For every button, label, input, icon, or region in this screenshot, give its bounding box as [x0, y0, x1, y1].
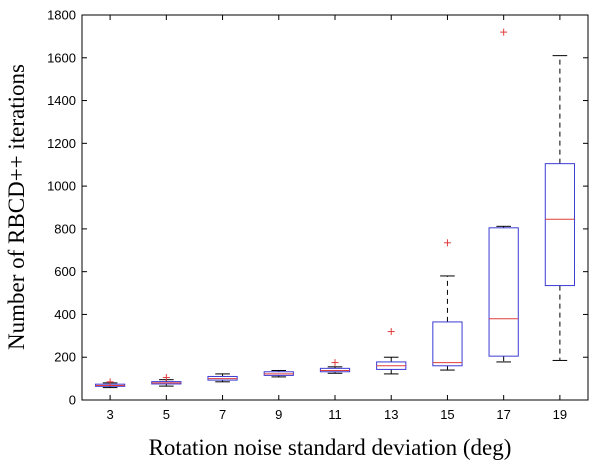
outlier-marker: [443, 239, 451, 247]
y-tick-label: 1000: [47, 179, 76, 194]
box-13: [376, 328, 407, 375]
box-3: [94, 378, 126, 389]
box-9: [263, 369, 294, 378]
y-tick-label: 200: [54, 350, 76, 365]
box-15: [432, 239, 463, 371]
y-axis-ticks: 0 200 400 600 800 1000 1200 1400 1600 1800: [47, 8, 588, 408]
x-axis-label: Rotation noise standard deviation (deg): [149, 435, 512, 460]
box-17: [488, 28, 519, 363]
x-tick-label: 11: [328, 407, 342, 422]
box-iqr: [432, 321, 463, 367]
y-tick-label: 1400: [47, 93, 76, 108]
x-tick-label: 15: [440, 407, 454, 422]
y-axis-label: Number of RBCD++ iterations: [4, 64, 29, 350]
y-tick-label: 1200: [47, 136, 76, 151]
y-tick-label: 1600: [47, 50, 76, 65]
box-series: [94, 28, 576, 389]
y-tick-label: 0: [69, 393, 76, 408]
x-tick-label: 13: [384, 407, 398, 422]
x-tick-label: 7: [219, 407, 226, 422]
x-axis-ticks: 3 5 7 9 11 13 15 17 19: [106, 15, 567, 422]
x-tick-label: 19: [553, 407, 567, 422]
box-iqr: [544, 163, 576, 287]
outlier-marker: [500, 28, 508, 36]
box-7: [207, 373, 238, 383]
y-tick-label: 800: [54, 221, 76, 236]
outlier-marker: [331, 359, 339, 367]
box-5: [151, 374, 182, 387]
outlier-marker: [162, 374, 170, 382]
box-iqr: [488, 227, 519, 357]
y-tick-label: 600: [54, 264, 76, 279]
x-tick-label: 5: [163, 407, 170, 422]
y-tick-label: 1800: [47, 8, 76, 23]
outlier-marker: [387, 328, 395, 336]
box-11: [319, 359, 351, 374]
plot-frame: [81, 14, 589, 401]
y-tick-label: 400: [54, 307, 76, 322]
outlier-marker: [106, 378, 114, 386]
x-tick-label: 17: [496, 407, 510, 422]
plot-area: [81, 14, 589, 401]
x-tick-label: 9: [275, 407, 282, 422]
x-tick-label: 3: [106, 407, 113, 422]
box-19: [544, 55, 576, 361]
